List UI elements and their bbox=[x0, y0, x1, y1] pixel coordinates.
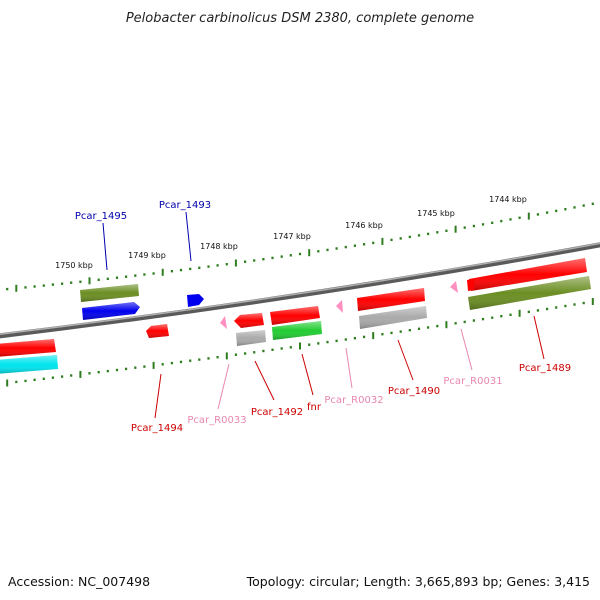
gene-shade bbox=[82, 302, 140, 320]
accession-text: Accession: NC_007498 bbox=[8, 574, 150, 589]
label-fnr[interactable]: fnr bbox=[307, 402, 322, 413]
label-pcar-r0032[interactable]: Pcar_R0032 bbox=[324, 395, 383, 406]
leader-fnr bbox=[301, 353, 314, 396]
kbp-label-1750: 1750 kbp bbox=[55, 261, 93, 270]
leader-pcar-r0033 bbox=[217, 363, 230, 410]
gene-shade bbox=[146, 324, 169, 338]
label-pcar-1490[interactable]: Pcar_1490 bbox=[388, 386, 440, 397]
leader-pcar-1495 bbox=[102, 222, 108, 271]
kbp-label-1744: 1744 kbp bbox=[489, 195, 527, 204]
gene-features-upper bbox=[0, 258, 591, 374]
genome-backbone-highlight bbox=[0, 242, 600, 336]
kbp-label-1746: 1746 kbp bbox=[345, 221, 383, 230]
kbp-label-1747: 1747 kbp bbox=[273, 232, 311, 241]
inner-tick-ring bbox=[6, 298, 594, 387]
kbp-labels: 1744 kbp 1745 kbp 1746 kbp 1747 kbp 1748… bbox=[55, 195, 527, 270]
label-pcar-r0033[interactable]: Pcar_R0033 bbox=[187, 415, 246, 426]
leader-pcar-1492 bbox=[254, 360, 275, 401]
gene-shade bbox=[468, 276, 591, 310]
gene-shade bbox=[469, 258, 587, 291]
gene-shade bbox=[80, 284, 139, 302]
kbp-label-1748: 1748 kbp bbox=[200, 242, 238, 251]
label-pcar-1494[interactable]: Pcar_1494 bbox=[131, 423, 183, 434]
gene-shade bbox=[236, 330, 266, 346]
outer-tick-ring bbox=[6, 202, 594, 292]
leader-pcar-1490 bbox=[397, 339, 414, 381]
gene-shade bbox=[272, 321, 322, 340]
leader-pcar-r0031 bbox=[460, 328, 473, 371]
genome-summary-text: Topology: circular; Length: 3,665,893 bp… bbox=[246, 574, 590, 589]
genome-backbone bbox=[0, 242, 600, 339]
trna-pcar-r0032[interactable] bbox=[336, 300, 343, 313]
gene-shade bbox=[0, 339, 56, 357]
gene-labels: Pcar_1495 Pcar_1493 Pcar_1494 Pcar_R0033… bbox=[75, 200, 571, 434]
label-pcar-1495[interactable]: Pcar_1495 bbox=[75, 211, 127, 222]
gene-shade bbox=[270, 306, 320, 325]
label-pcar-1489[interactable]: Pcar_1489 bbox=[519, 363, 571, 374]
kbp-label-1745: 1745 kbp bbox=[417, 209, 455, 218]
gene-shade bbox=[0, 355, 58, 374]
trna-pcar-r0033[interactable] bbox=[220, 316, 227, 329]
leader-pcar-1489 bbox=[533, 315, 545, 360]
leader-pcar-r0032 bbox=[345, 347, 353, 389]
label-pcar-1492[interactable]: Pcar_1492 bbox=[251, 407, 303, 418]
leader-pcar-1494 bbox=[154, 373, 162, 419]
gene-shade bbox=[234, 313, 264, 328]
gene-shade bbox=[359, 306, 427, 329]
gene-blue-pcar-1493[interactable] bbox=[187, 294, 204, 307]
gene-red-pcar-1489-head bbox=[467, 279, 474, 291]
label-pcar-r0031[interactable]: Pcar_R0031 bbox=[443, 376, 502, 387]
gene-shade bbox=[357, 288, 425, 311]
trna-pcar-r0031[interactable] bbox=[450, 281, 458, 293]
map-title: Pelobacter carbinolicus DSM 2380, comple… bbox=[126, 11, 474, 26]
kbp-label-1749: 1749 kbp bbox=[128, 251, 166, 260]
leader-pcar-1493 bbox=[185, 211, 192, 262]
label-pcar-1493[interactable]: Pcar_1493 bbox=[159, 200, 211, 211]
